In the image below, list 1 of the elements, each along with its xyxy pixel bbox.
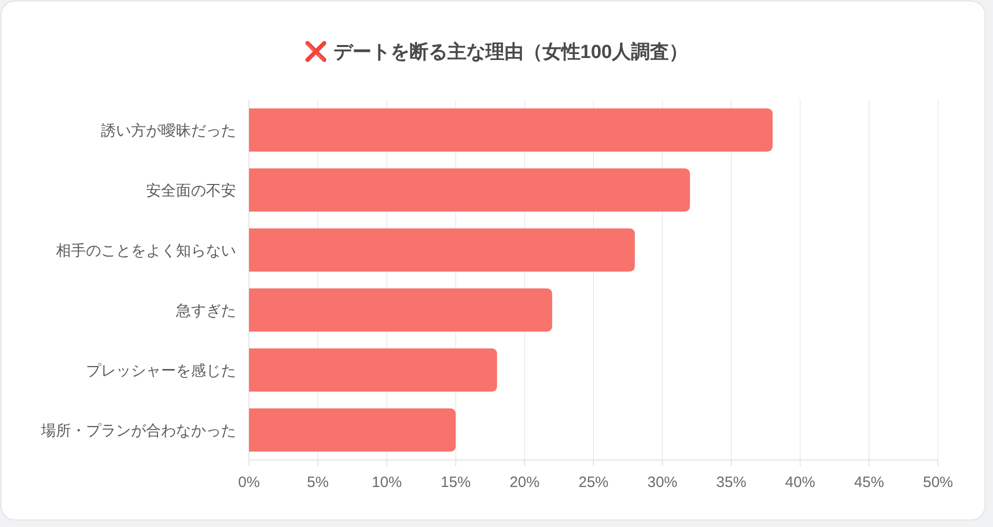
title: ❌ デートを断る主な理由（女性100人調査）	[304, 42, 688, 63]
